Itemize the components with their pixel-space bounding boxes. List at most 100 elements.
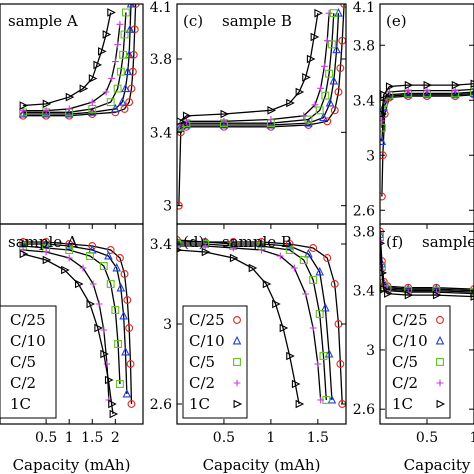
panel-label-f: (f)	[386, 233, 403, 251]
data-point-c-2-5	[315, 106, 324, 115]
data-point-e-4-4	[423, 80, 433, 90]
data-point-b-0-10	[127, 400, 136, 408]
data-point-a-1-8	[124, 49, 134, 59]
panel-c: 3 3.4 3.8 4.1 (c) sample B	[150, 0, 347, 225]
data-point-d-4-5	[272, 299, 281, 309]
x-tick-label-b-0: 0.5	[35, 430, 57, 446]
data-point-a-4-1	[42, 99, 52, 109]
data-point-c-4-0	[177, 117, 185, 126]
legend-marker-d-0	[233, 316, 241, 324]
data-point-a-3-0	[19, 107, 27, 115]
fit-line-e-4	[381, 83, 474, 115]
data-point-e-4-2	[385, 82, 395, 91]
fit-line-c-2	[179, 13, 335, 128]
data-point-b-1-4	[104, 250, 113, 260]
data-point-a-1-6	[121, 83, 130, 93]
data-point-e-0-2	[380, 110, 389, 118]
legend-label-f-4: 1C	[392, 395, 413, 413]
data-point-a-0-10	[130, 25, 139, 34]
data-point-b-2-7	[114, 340, 123, 348]
data-point-e-3-3	[404, 87, 412, 95]
legend-label-b-0: C/25	[10, 311, 46, 329]
data-point-c-4-5	[295, 87, 305, 97]
data-point-c-4-6	[302, 73, 311, 82]
y-tick-label-e-0: 2.6	[353, 203, 375, 219]
x-tick-label-b-2: 1.5	[81, 430, 103, 446]
data-point-d-0-7	[330, 280, 339, 288]
data-point-c-4-3	[267, 106, 277, 115]
data-point-c-1-2	[219, 119, 229, 129]
data-point-b-4-3	[74, 279, 84, 289]
data-point-c-1-7	[329, 75, 339, 85]
data-point-e-1-5	[450, 89, 460, 99]
fit-line-c-4	[179, 13, 319, 122]
data-point-c-4-4	[286, 98, 295, 108]
data-point-b-4-5	[94, 323, 103, 333]
data-point-b-4-6	[100, 349, 109, 359]
data-point-d-2-6	[309, 276, 318, 284]
data-point-d-3-2	[229, 244, 237, 252]
data-point-e-3-2	[386, 88, 393, 96]
data-point-a-0-11	[131, 4, 140, 8]
panel-a: sample A	[0, 3, 144, 225]
data-point-f-4-5	[432, 290, 442, 300]
data-point-e-3-4	[423, 87, 431, 95]
data-point-e-4-3	[404, 80, 414, 90]
data-point-e-3-6	[470, 85, 474, 93]
data-point-a-1-2	[64, 108, 74, 118]
plot-area-f	[380, 227, 474, 301]
plot-area-b	[18, 238, 136, 419]
data-point-a-1-10	[126, 4, 136, 8]
data-point-c-3-8	[323, 37, 331, 45]
fit-line-c-1	[179, 13, 340, 130]
data-point-a-4-7	[102, 30, 112, 39]
panel-title-c: sample B	[222, 12, 292, 30]
data-point-b-2-8	[115, 380, 124, 388]
data-point-e-2-0	[380, 123, 386, 132]
legend-marker-d-4	[233, 399, 243, 409]
data-point-d-1-7	[321, 302, 330, 312]
data-point-a-3-2	[65, 105, 73, 113]
data-point-d-3-1	[201, 242, 209, 250]
data-point-a-0-6	[125, 98, 134, 107]
data-point-e-4-1	[380, 90, 389, 100]
panel-label-c: (c)	[183, 12, 203, 30]
x-axis-label-d: Capacity (mAh)	[203, 456, 321, 474]
x-axis-label-b: Capacity (mAh)	[13, 456, 131, 474]
data-point-c-2-7	[325, 69, 334, 78]
data-point-e-2-6	[470, 88, 474, 96]
data-point-b-0-7	[123, 296, 132, 304]
data-point-b-4-0	[19, 249, 29, 259]
data-point-b-3-1	[42, 248, 50, 256]
plot-area-e	[380, 79, 474, 201]
data-point-a-3-5	[108, 75, 116, 82]
data-point-d-3-6	[302, 290, 310, 298]
data-point-b-0-1	[42, 238, 51, 246]
data-point-f-2-6	[470, 288, 474, 297]
legend-marker-d-2	[233, 358, 241, 366]
y-tick-label-e-2: 3.4	[353, 93, 375, 109]
data-point-b-0-0	[19, 238, 28, 246]
data-point-c-3-6	[317, 84, 325, 92]
data-point-d-2-7	[315, 310, 324, 318]
data-point-b-1-5	[112, 262, 121, 272]
fit-line-c-3	[179, 13, 330, 126]
y-tick-label-e-3: 3.8	[353, 38, 375, 54]
data-point-d-1-0	[177, 236, 182, 246]
data-point-a-1-5	[117, 97, 127, 106]
data-point-e-3-0	[380, 117, 386, 125]
y-tick-label-f-0: 2.6	[353, 402, 375, 418]
data-point-c-1-8	[332, 44, 341, 54]
data-point-d-0-9	[336, 360, 345, 368]
data-point-c-3-5	[311, 101, 319, 109]
legend-label-d-0: C/25	[189, 311, 225, 329]
legend-label-f-1: C/10	[392, 332, 428, 350]
data-point-d-4-2	[229, 253, 239, 263]
fit-line-d-0	[177, 239, 343, 405]
legend-label-d-4: 1C	[189, 395, 210, 413]
data-point-b-0-8	[125, 324, 134, 332]
data-point-b-2-6	[111, 306, 120, 314]
y-tick-label-f-2: 3.4	[353, 284, 375, 300]
axes-frame-b	[0, 223, 144, 425]
legend-label-d-1: C/10	[189, 332, 225, 350]
